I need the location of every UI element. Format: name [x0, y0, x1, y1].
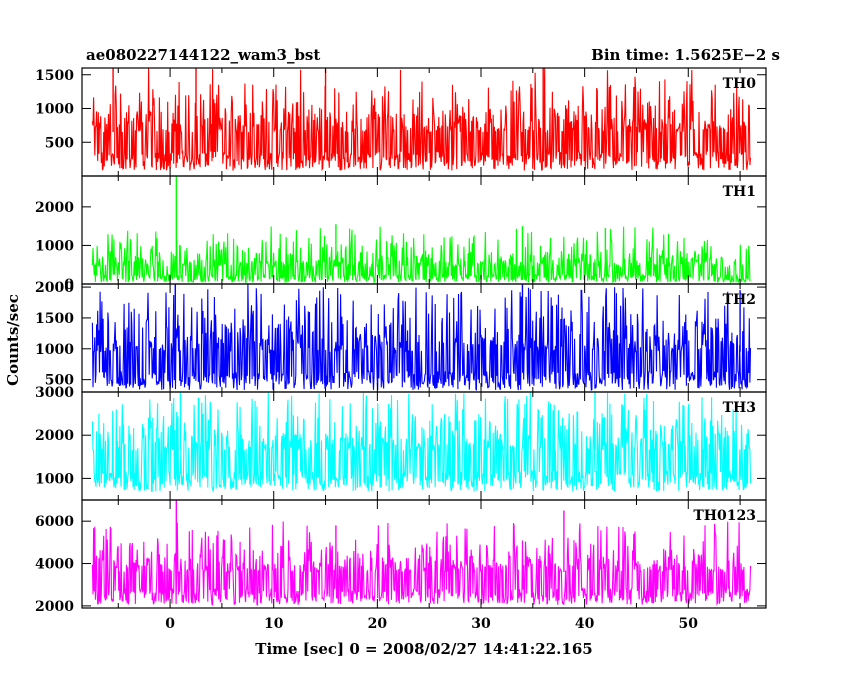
panel-th0123: 2000 4000 6000 TH0123 [35, 499, 767, 615]
x-tick-label: 20 [368, 616, 388, 632]
panel-th3: 1000 2000 3000 TH3 [35, 385, 767, 501]
y-tick-label: 1000 [35, 102, 74, 118]
series-trace-th2 [91, 283, 752, 391]
x-tick-label: 10 [264, 616, 284, 632]
chart-subtitle: Bin time: 1.5625E−2 s [591, 46, 780, 64]
y-tick-label: 1000 [35, 471, 74, 487]
series-trace-th1 [91, 226, 751, 284]
x-tick-label: 0 [165, 616, 175, 632]
y-tick-label: 500 [45, 135, 74, 151]
y-tick-label: 1500 [35, 311, 74, 327]
series-trace-th0123 [91, 521, 752, 606]
y-tick-label: 1000 [35, 238, 74, 254]
series-trace-th3 [91, 391, 752, 493]
panel-label-th3: TH3 [723, 400, 756, 416]
y-tick-label: 2000 [35, 200, 74, 216]
y-tick-label: 6000 [35, 514, 74, 530]
y-tick-label: 3000 [35, 385, 74, 401]
series-trace-th0 [91, 68, 752, 172]
x-tick-label: 50 [679, 616, 699, 632]
panel-frame [81, 499, 767, 609]
x-axis-label: Time [sec] 0 = 2008/02/27 14:41:22.165 [255, 640, 592, 658]
y-tick-label: 1500 [35, 68, 74, 84]
x-tick-label: 40 [575, 616, 595, 632]
panels-group: 50010001500TH0010002000TH150010001500200… [35, 67, 767, 632]
panel-label-th0: TH0 [723, 76, 757, 92]
y-axis-label: Counts/sec [4, 294, 22, 386]
y-tick-label: 2000 [35, 599, 74, 615]
y-tick-label: 2000 [35, 280, 74, 296]
y-tick-label: 500 [45, 373, 74, 389]
panel-label-th0123: TH0123 [693, 508, 756, 524]
panel-th0: 500 1000 1500 TH0 [35, 67, 767, 177]
panel-th2: 500 1000 1500 2000 TH2 [35, 280, 767, 393]
x-tick-label: 30 [471, 616, 491, 632]
y-tick-label: 1000 [35, 342, 74, 358]
y-tick-label: 0 [64, 277, 74, 293]
panel-label-th1: TH1 [723, 184, 756, 200]
panel-label-th2: TH2 [723, 292, 756, 308]
chart-title: ae080227144122_wam3_bst [86, 46, 320, 64]
panel-th1: 0 1000 2000 TH1 [35, 175, 767, 293]
y-tick-label: 4000 [35, 557, 74, 573]
y-tick-label: 2000 [35, 428, 74, 444]
